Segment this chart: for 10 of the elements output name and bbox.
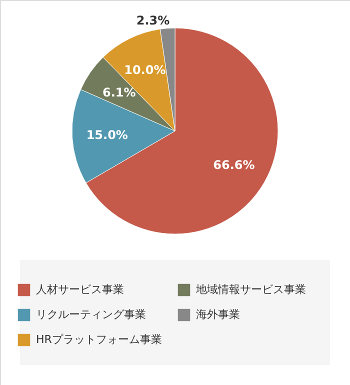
data-label: 2.3% (136, 13, 170, 28)
legend-label: HRプラットフォーム事業 (36, 333, 162, 346)
legend-label: 人材サービス事業 (36, 283, 124, 296)
data-label: 66.6% (213, 158, 255, 172)
legend-label: 地域情報サービス事業 (195, 283, 306, 296)
data-label: 6.1% (102, 85, 136, 100)
legend-label: 海外事業 (196, 308, 240, 321)
legend-label: リクルーティング事業 (36, 308, 146, 321)
data-label: 10.0% (124, 63, 166, 78)
data-label: 15.0% (86, 128, 128, 142)
